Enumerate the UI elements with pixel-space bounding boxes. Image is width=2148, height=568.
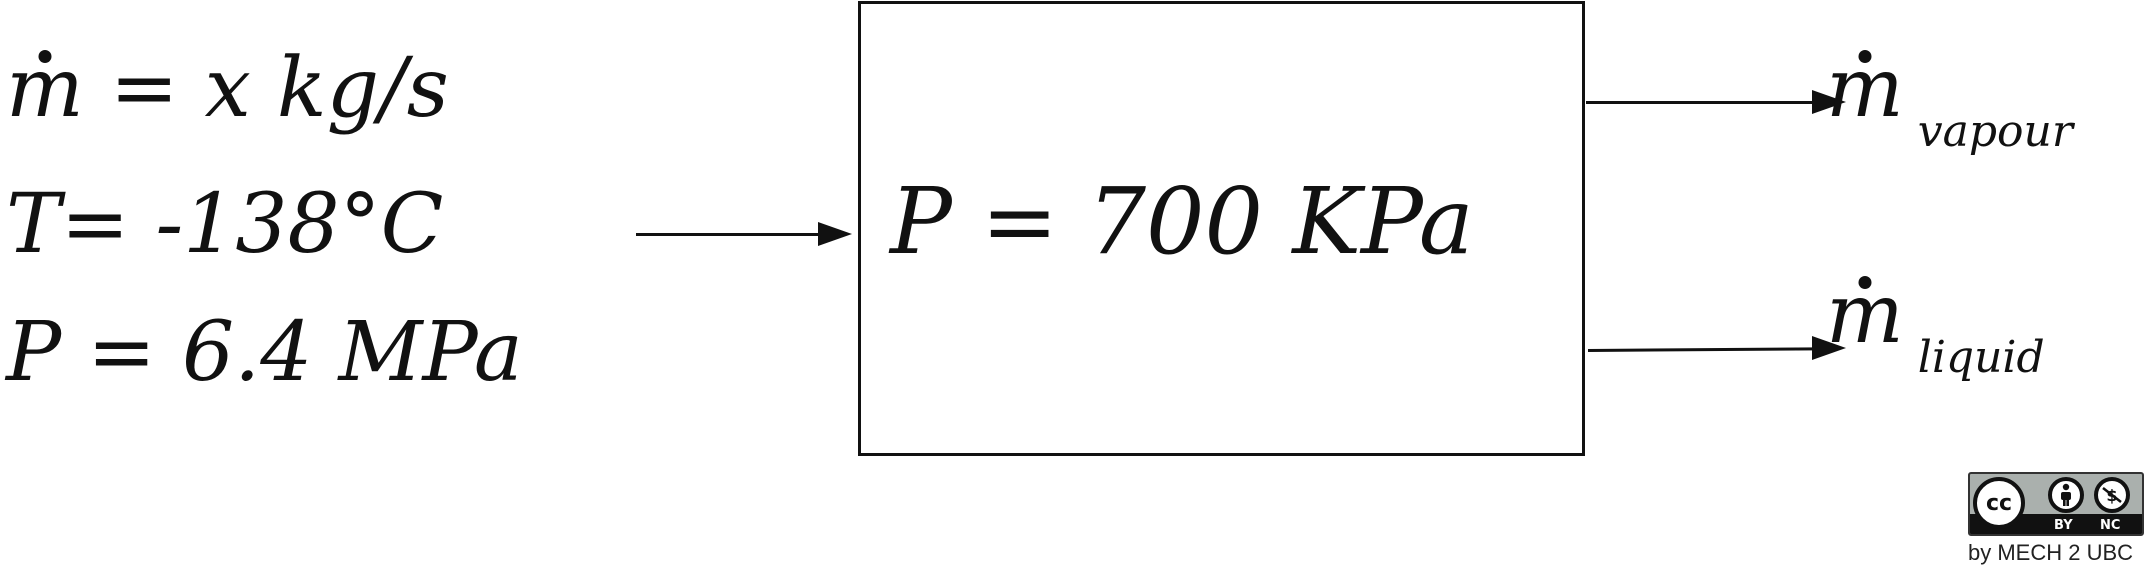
mass-flow-value: = x kg/s bbox=[83, 41, 449, 136]
inlet-pressure: P = 6.4 MPa bbox=[6, 305, 523, 400]
inlet-temperature: T= -138°C bbox=[6, 177, 444, 272]
nc-label: NC bbox=[2100, 518, 2121, 533]
liquid-subscript: liquid bbox=[1917, 332, 2045, 383]
by-label: BY bbox=[2054, 518, 2073, 533]
person-icon bbox=[2048, 477, 2084, 513]
liquid-mass-flow-symbol: m bbox=[1826, 267, 1904, 362]
liquid-arrow-line bbox=[1587, 347, 1817, 352]
inlet-arrowhead bbox=[818, 222, 852, 246]
process-pressure: P = 700 KPa bbox=[890, 168, 1474, 275]
process-box bbox=[858, 1, 1585, 456]
cc-icon: cc bbox=[1973, 477, 2025, 529]
vapour-outlet-label: m vapour bbox=[1826, 41, 2073, 154]
no-dollar-glyph: $ bbox=[2102, 486, 2122, 505]
liquid-outlet-label: m liquid bbox=[1826, 267, 2045, 380]
person-glyph bbox=[2061, 483, 2071, 506]
inlet-arrow-line bbox=[636, 233, 820, 236]
vapour-arrow-line bbox=[1586, 101, 1816, 104]
no-dollar-icon: $ bbox=[2094, 477, 2130, 513]
vapour-mass-flow-symbol: m bbox=[1826, 41, 1904, 136]
vapour-subscript: vapour bbox=[1917, 106, 2073, 157]
credit-text: by MECH 2 UBC bbox=[1968, 540, 2134, 565]
cc-license-badge: cc $ BY NC bbox=[1968, 472, 2144, 536]
mass-flow-symbol: m bbox=[6, 41, 84, 136]
inlet-mass-flow: m = x kg/s bbox=[6, 48, 449, 130]
